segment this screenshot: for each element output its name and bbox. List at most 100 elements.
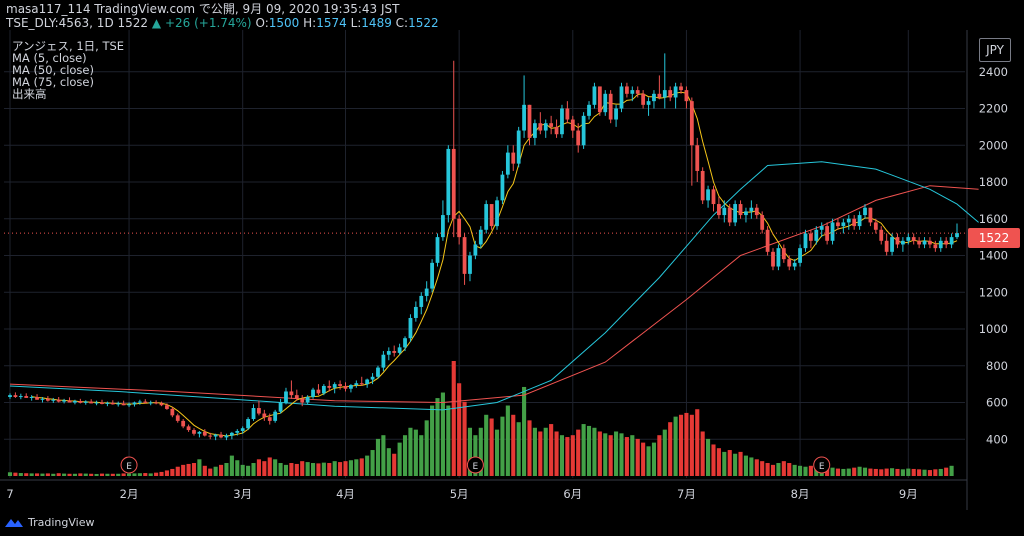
legend-ma50[interactable]: MA (50, close) bbox=[12, 63, 94, 77]
ma50-line bbox=[9, 161, 979, 411]
candle-body bbox=[549, 123, 554, 127]
low-value: 1489 bbox=[361, 16, 392, 30]
volume-bar bbox=[900, 469, 905, 476]
y-tick-label: 400 bbox=[986, 432, 1008, 446]
candle-body bbox=[403, 338, 407, 348]
candle-body bbox=[597, 86, 602, 113]
volume-bar bbox=[67, 473, 72, 476]
candle-body bbox=[533, 123, 537, 138]
legend-volume[interactable]: 出来高 bbox=[12, 87, 47, 101]
volume-bar bbox=[776, 463, 781, 476]
candle-body bbox=[803, 233, 808, 249]
volume-bar bbox=[99, 473, 105, 476]
volume-bar bbox=[18, 473, 23, 476]
volume-bar bbox=[305, 462, 310, 476]
candle-body bbox=[332, 384, 337, 388]
candle-body bbox=[408, 317, 413, 339]
volume-bar bbox=[608, 435, 613, 476]
volume-bar bbox=[7, 472, 13, 476]
volume-bar bbox=[749, 457, 754, 476]
candle-body bbox=[300, 398, 305, 403]
candle-body bbox=[717, 204, 721, 216]
candle-body bbox=[505, 152, 510, 175]
candle-body bbox=[500, 174, 505, 201]
volume-bar bbox=[559, 435, 565, 476]
candle-body bbox=[110, 402, 115, 405]
volume-bar bbox=[110, 473, 115, 476]
volume-bar bbox=[641, 442, 646, 476]
volume-bar bbox=[835, 468, 841, 476]
volume-bar bbox=[484, 414, 489, 476]
candle-body bbox=[257, 408, 261, 414]
volume-bar bbox=[592, 427, 597, 476]
candle-body bbox=[511, 152, 516, 164]
candle-body bbox=[581, 115, 586, 146]
volume-bar bbox=[51, 473, 56, 476]
volume-bar bbox=[478, 427, 483, 476]
x-tick-label: 2月 bbox=[120, 487, 139, 501]
y-tick-label: 1200 bbox=[979, 285, 1008, 299]
volume-bar bbox=[197, 459, 202, 476]
volume-bar bbox=[760, 461, 765, 476]
volume-bar bbox=[635, 438, 640, 476]
candle-body bbox=[673, 86, 678, 98]
volume-bar bbox=[375, 438, 381, 476]
candle-body bbox=[132, 402, 137, 405]
legend-ma75[interactable]: MA (75, close) bbox=[12, 75, 94, 89]
volume-bar bbox=[917, 469, 922, 476]
volume-bar bbox=[294, 463, 299, 476]
volume-bar bbox=[451, 361, 456, 476]
volume-bar bbox=[619, 433, 624, 476]
y-tick-label: 1000 bbox=[979, 322, 1008, 336]
candle-body bbox=[18, 396, 23, 398]
candle-body bbox=[543, 123, 548, 131]
candle-body bbox=[646, 101, 651, 105]
volume-bar bbox=[354, 459, 359, 476]
volume-bar bbox=[430, 405, 435, 476]
volume-bar bbox=[273, 459, 278, 476]
volume-bar bbox=[208, 468, 213, 476]
volume-bar bbox=[154, 472, 159, 476]
earnings-marker-3: E bbox=[813, 456, 831, 474]
candle-body bbox=[668, 90, 673, 98]
candle-body bbox=[338, 384, 342, 386]
volume-bar bbox=[873, 468, 878, 476]
candle-body bbox=[630, 90, 635, 94]
candle-body bbox=[662, 90, 667, 98]
candle-body bbox=[863, 207, 867, 216]
symbol-label: TSE_DLY:4563, 1D 1522 bbox=[6, 16, 149, 30]
candle-body bbox=[527, 104, 532, 138]
volume-bar bbox=[170, 468, 175, 476]
volume-bar bbox=[13, 472, 18, 476]
volume-bar bbox=[343, 461, 348, 476]
tradingview-logo[interactable]: TradingView bbox=[4, 513, 94, 531]
candle-body bbox=[13, 395, 18, 397]
legend-ma5[interactable]: MA (5, close) bbox=[12, 51, 87, 65]
volume-bar bbox=[852, 467, 857, 476]
candle-body bbox=[170, 408, 175, 416]
volume-bar bbox=[586, 425, 592, 476]
volume-bar bbox=[494, 429, 500, 476]
candle-body bbox=[62, 400, 67, 402]
volume-bar bbox=[938, 468, 943, 476]
candle-body bbox=[495, 200, 499, 227]
volume-bar bbox=[678, 414, 684, 476]
candle-body bbox=[267, 417, 272, 421]
volume-bar bbox=[646, 446, 651, 476]
candle-body bbox=[938, 240, 943, 249]
volume-bar bbox=[716, 448, 721, 476]
high-label: H: bbox=[303, 16, 317, 30]
candle-body bbox=[289, 391, 294, 396]
candle-body bbox=[890, 237, 894, 252]
volume-bar bbox=[792, 464, 797, 476]
x-tick-label: 8月 bbox=[791, 487, 810, 501]
volume-bar bbox=[397, 442, 402, 476]
candle-body bbox=[359, 383, 364, 385]
candle-body bbox=[8, 395, 12, 397]
candle-body bbox=[159, 403, 164, 406]
candle-body bbox=[635, 90, 640, 94]
currency-button[interactable]: JPY bbox=[979, 38, 1011, 62]
volume-bar bbox=[289, 463, 294, 476]
candle-body bbox=[560, 108, 564, 135]
